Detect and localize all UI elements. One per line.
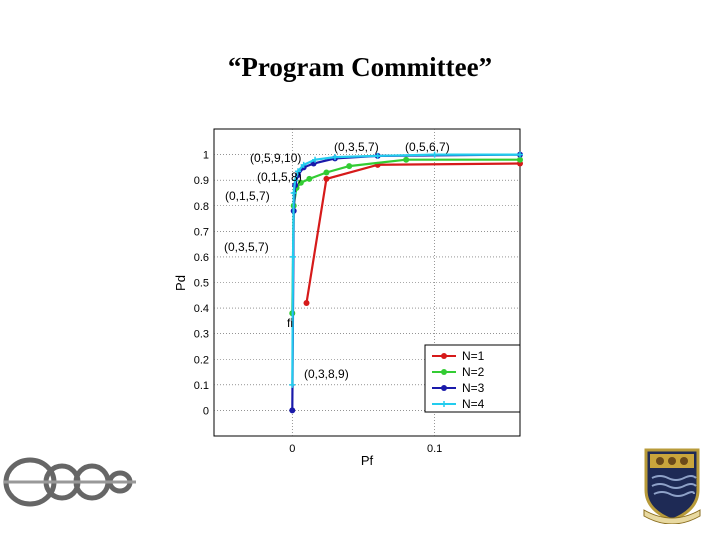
annotation-label: fi — [287, 316, 293, 330]
series-point-n1 — [323, 175, 330, 182]
legend-marker — [441, 369, 447, 375]
series-point-n4 — [289, 253, 296, 260]
slide-title: “Program Committee” — [227, 52, 493, 82]
x-axis-label: Pf — [361, 453, 374, 468]
legend-marker — [441, 385, 447, 391]
series-point-n2 — [306, 175, 313, 182]
y-tick-label: 0.4 — [194, 303, 209, 315]
x-tick-labels: 0 0.1 — [289, 443, 442, 455]
y-axis-label: Pd — [173, 275, 188, 291]
annotation-label: (0,3,5,7) — [224, 240, 269, 254]
y-tick-label: 0.9 — [194, 175, 209, 187]
series-point-n2 — [517, 156, 523, 163]
series-point-n4 — [431, 151, 438, 158]
cobc-logo — [3, 457, 136, 507]
crest-waves — [651, 475, 697, 497]
annotation-label: (0,5,6,7) — [405, 140, 450, 154]
crest-charge-1 — [656, 457, 664, 465]
legend-label: N=1 — [462, 349, 485, 363]
series-point-n4 — [312, 156, 319, 163]
series-point-n3 — [289, 407, 296, 414]
y-tick-label: 0.5 — [194, 278, 209, 290]
annotation-label: (0,5,9,10) — [250, 151, 301, 165]
legend: N=1 N=2 N=3 N=4 — [424, 344, 521, 413]
legend-label: N=4 — [462, 397, 485, 411]
series-line-n1 — [305, 162, 521, 304]
series-point-n1 — [303, 299, 310, 306]
y-tick-label: 0.3 — [194, 329, 209, 341]
series-point-n4 — [289, 381, 296, 388]
series-point-n4 — [292, 177, 299, 184]
y-tick-labels: 0 0.1 0.2 0.3 0.4 0.5 0.6 0.7 0.8 0.9 1 — [194, 150, 209, 418]
y-tick-label: 1 — [203, 150, 209, 162]
annotation-label: (0,3,8,9) — [304, 367, 349, 381]
annotation-label: (0,1,5,7) — [225, 189, 270, 203]
x-tick-label: 0 — [289, 443, 295, 455]
series-point-n2 — [346, 163, 353, 170]
legend-marker — [441, 401, 447, 407]
series-point-n4 — [294, 168, 301, 175]
legend-marker — [441, 353, 447, 359]
y-tick-label: 0.7 — [194, 226, 209, 238]
legend-label: N=3 — [462, 381, 485, 395]
y-tick-label: 0 — [203, 405, 209, 417]
series-point-n2 — [297, 179, 304, 186]
y-tick-label: 0.1 — [194, 380, 209, 392]
university-crest — [643, 448, 701, 524]
series-point-n4 — [290, 189, 297, 196]
y-tick-label: 0.2 — [194, 354, 209, 366]
annotation-label: (0,3,5,7) — [334, 140, 379, 154]
series-point-n4 — [517, 151, 523, 158]
annotation-label: (0,1,5,8) — [257, 170, 302, 184]
y-tick-label: 0.8 — [194, 201, 209, 213]
crest-scroll — [643, 509, 701, 524]
annotations: (0,3,5,7) (0,5,6,7) (0,5,9,10) (0,1,5,8) (0,… — [224, 140, 450, 381]
x-tick-label: 0.1 — [427, 443, 442, 455]
series-lines — [289, 151, 523, 414]
legend-label: N=2 — [462, 365, 485, 379]
y-tick-label: 0.6 — [194, 252, 209, 264]
crest-charge-3 — [680, 457, 688, 465]
series-point-n4 — [374, 152, 381, 159]
series-point-n4 — [300, 161, 307, 168]
series-point-n4 — [331, 154, 338, 161]
crest-charge-2 — [668, 457, 676, 465]
series-point-n2 — [403, 156, 410, 163]
series-point-n2 — [323, 169, 330, 176]
